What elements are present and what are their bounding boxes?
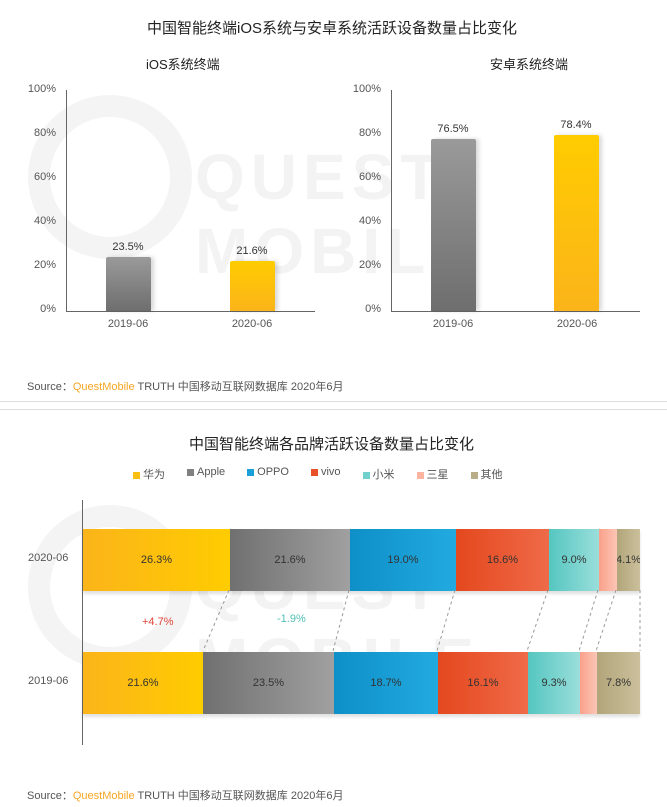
section-divider-1 [0, 401, 667, 402]
android-ytick-0: 0% [365, 303, 381, 315]
legend-swatch-icon [187, 468, 194, 476]
ios-ytick-60: 60% [33, 171, 56, 183]
ios-xlabel-2020: 2020-06 [231, 318, 273, 330]
seg-huawei-2020: 26.3% [83, 529, 230, 591]
ios-ytick-0: 0% [40, 303, 56, 315]
legend-swatch-icon [470, 471, 478, 479]
section-divider-2 [0, 409, 667, 410]
seg-xiaomi-2019: 9.3% [528, 652, 580, 714]
legend-swatch-icon [247, 468, 255, 476]
source-rest: TRUTH 中国移动互联网数据库 2020年6月 [137, 381, 344, 393]
delta-huawei: +4.7% [142, 616, 174, 628]
bottom-source: Source：QuestMobile TRUTH 中国移动互联网数据库 2020… [27, 787, 343, 803]
ios-subtitle: iOS系统终端 [146, 57, 220, 72]
ios-value-2019: 23.5% [112, 241, 144, 253]
ios-bar-2020 [230, 261, 275, 311]
delta-apple: -1.9% [277, 613, 306, 625]
legend-label: 三星 [426, 469, 449, 481]
ios-value-2020: 21.6% [236, 245, 268, 257]
android-y-axis [391, 90, 392, 311]
legend-item-vivo: vivo [310, 466, 341, 482]
top-source: Source：QuestMobile TRUTH 中国移动互联网数据库 2020… [27, 378, 343, 394]
seg-oppo-2020: 19.0% [350, 529, 456, 591]
ios-ytick-40: 40% [33, 215, 56, 227]
legend-item-other: 其他 [470, 466, 503, 482]
connector-lines [202, 590, 641, 652]
legend-swatch-icon [416, 471, 424, 479]
ios-y-axis [66, 90, 67, 311]
stacked-bar-2019: 21.6% 23.5% 18.7% 16.1% 9.3% 7.8% [83, 652, 640, 714]
legend-swatch-icon [310, 468, 318, 476]
source-rest: TRUTH 中国移动互联网数据库 2020年6月 [137, 790, 344, 802]
android-ytick-80: 80% [358, 127, 381, 139]
source-brand: QuestMobile [72, 381, 135, 393]
ios-xlabel-2019: 2019-06 [107, 318, 149, 330]
legend-label: 其他 [480, 469, 503, 481]
legend-item-huawei: 华为 [133, 466, 165, 482]
ios-x-axis [66, 311, 315, 312]
seg-apple-2019: 23.5% [203, 652, 334, 714]
legend-item-xiaomi: 小米 [362, 466, 395, 482]
legend-label: 小米 [372, 469, 395, 481]
seg-huawei-2019: 21.6% [83, 652, 203, 714]
android-subtitle: 安卓系统终端 [490, 57, 569, 72]
brand-legend: 华为 Apple OPPO vivo 小米 三星 其他 [133, 466, 503, 482]
android-bar-2019 [431, 139, 476, 311]
legend-item-apple: Apple [187, 466, 225, 482]
android-ytick-60: 60% [358, 171, 381, 183]
row-label-2020: 2020-06 [28, 552, 69, 564]
seg-vivo-2019: 16.1% [438, 652, 528, 714]
legend-label: OPPO [257, 466, 289, 478]
ios-ytick-80: 80% [33, 127, 56, 139]
source-prefix: Source： [27, 381, 73, 393]
source-brand: QuestMobile [72, 790, 135, 802]
seg-xiaomi-2020: 9.0% [549, 529, 599, 591]
ios-ytick-20: 20% [33, 259, 56, 271]
legend-label: Apple [197, 466, 226, 478]
seg-samsung-2020 [599, 529, 617, 591]
android-ytick-100: 100% [352, 83, 381, 95]
legend-label: 华为 [143, 469, 165, 481]
seg-other-2020: 4.1% [617, 529, 640, 591]
android-ytick-40: 40% [358, 215, 381, 227]
top-chart-title: 中国智能终端iOS系统与安卓系统活跃设备数量占比变化 [147, 20, 518, 37]
stacked-bar-2020: 26.3% 21.6% 19.0% 16.6% 9.0% 4.1% [83, 529, 640, 591]
android-bar-2020 [554, 135, 599, 311]
ios-bar-2019 [106, 257, 151, 311]
ios-ytick-100: 100% [27, 83, 56, 95]
android-xlabel-2020: 2020-06 [556, 318, 598, 330]
seg-apple-2020: 21.6% [230, 529, 350, 591]
android-xlabel-2019: 2019-06 [432, 318, 474, 330]
seg-samsung-2019 [580, 652, 597, 714]
seg-vivo-2020: 16.6% [456, 529, 549, 591]
seg-other-2019: 7.8% [597, 652, 640, 714]
seg-oppo-2019: 18.7% [334, 652, 438, 714]
legend-label: vivo [320, 466, 341, 478]
android-ytick-20: 20% [358, 259, 381, 271]
source-prefix: Source： [27, 790, 73, 802]
android-value-2019: 76.5% [437, 123, 469, 135]
row-label-2019: 2019-06 [28, 675, 69, 687]
android-x-axis [391, 311, 640, 312]
legend-item-oppo: OPPO [247, 466, 289, 482]
legend-swatch-icon [133, 471, 140, 479]
brand-y-axis [82, 500, 83, 745]
legend-swatch-icon [362, 471, 370, 479]
legend-item-samsung: 三星 [416, 466, 449, 482]
bottom-chart-title: 中国智能终端各品牌活跃设备数量占比变化 [189, 436, 475, 453]
android-value-2020: 78.4% [560, 119, 592, 131]
